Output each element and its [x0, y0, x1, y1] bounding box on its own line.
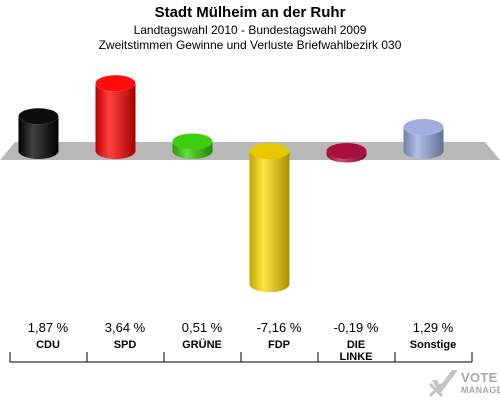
bar-chart	[0, 75, 500, 293]
value-label: 1,29 %	[412, 320, 454, 335]
bar-spd	[95, 75, 136, 159]
category-label: GRÜNE	[182, 339, 222, 351]
value-label: 0,51 %	[181, 320, 223, 335]
value-label: 3,64 %	[104, 320, 146, 335]
bar-die-linke	[326, 143, 367, 163]
checkmark-logo-icon	[428, 370, 458, 398]
vote-manager-logo: VOTE MANAGER	[428, 366, 500, 400]
bar-gr-ne	[172, 133, 213, 159]
category-label: SPD	[113, 339, 137, 351]
category-label: Sonstige	[409, 339, 457, 351]
category-label: DIE LINKE	[339, 339, 373, 363]
category-label: CDU	[36, 339, 60, 351]
bar-cdu	[18, 108, 59, 159]
chart-subtitle-district: Zweitstimmen Gewinne und Verluste Briefw…	[98, 38, 402, 52]
value-label: -0,19 %	[333, 320, 379, 335]
logo-text-vote: VOTE	[461, 370, 498, 385]
chart-title: Stadt Mülheim an der Ruhr	[154, 4, 346, 21]
value-label: 1,87 %	[27, 320, 69, 335]
value-label: -7,16 %	[256, 320, 302, 335]
chart-subtitle-election: Landtagswahl 2010 - Bundestagswahl 2009	[133, 23, 367, 37]
bar-fdp	[249, 143, 290, 293]
logo-text-manager: MANAGER	[461, 385, 500, 395]
category-label: FDP	[268, 339, 290, 351]
bar-sonstige	[403, 119, 444, 159]
